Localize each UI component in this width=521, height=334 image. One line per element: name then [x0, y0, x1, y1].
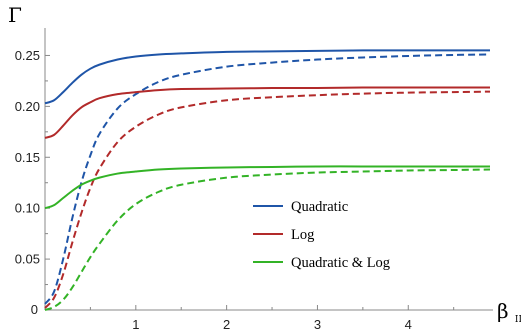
x-axis-label: β II	[497, 299, 521, 325]
x-tick-label: 3	[314, 317, 321, 332]
series-line-3-dashed	[44, 90, 491, 309]
x-tick-label: 2	[223, 317, 230, 332]
y-tick-label: 0.05	[15, 252, 40, 267]
axes	[44, 28, 493, 311]
x-tick-label: 1	[132, 317, 139, 332]
y-tick-label: 0.20	[15, 99, 40, 114]
legend: Quadratic Log Quadratic & Log	[253, 199, 390, 271]
legend-label: Quadratic & Log	[291, 255, 390, 271]
series-line-1-dashed	[44, 53, 491, 305]
series-line-0-solid	[44, 49, 490, 105]
x-axis-label-subscript: II	[515, 315, 521, 325]
y-tick-label: 0.25	[15, 48, 40, 63]
legend-label: Quadratic	[291, 199, 348, 215]
x-tick-label: 4	[405, 317, 412, 332]
x-axis-label-main: β	[497, 299, 509, 323]
series-group	[44, 49, 491, 311]
legend-label: Log	[291, 227, 314, 243]
series-line-2-solid	[44, 86, 490, 139]
origin-label: 0	[31, 302, 38, 317]
y-tick-label: 0.15	[15, 150, 40, 165]
series-line-5-dashed	[44, 168, 491, 311]
y-tick-label: 0.10	[15, 201, 40, 216]
y-axis-label: Γ	[8, 3, 22, 27]
series-line-4-solid	[44, 165, 490, 210]
ticks: 0.05 0.10 0.15 0.20 0.25 1 2 3 4	[15, 48, 455, 332]
